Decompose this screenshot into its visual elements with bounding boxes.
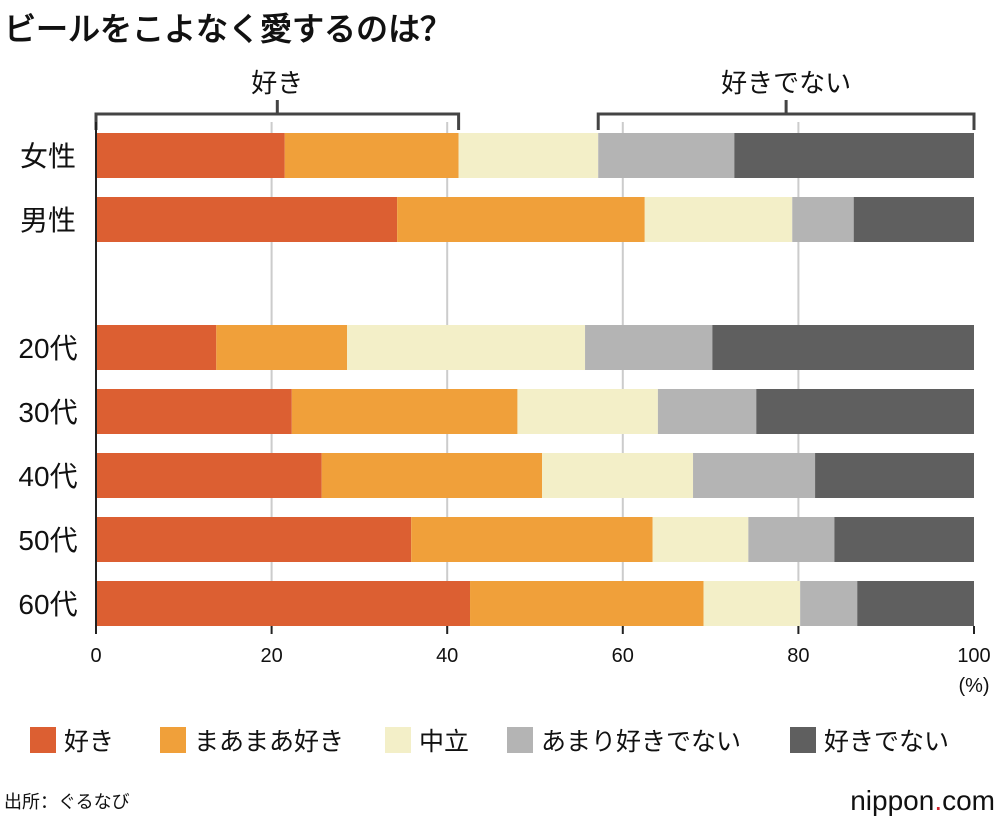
category-label: 20代: [18, 333, 77, 364]
bar-segment: [216, 325, 348, 370]
category-label: 男性: [20, 205, 76, 236]
x-tick-label: 20: [260, 645, 282, 667]
x-tick-label: 40: [436, 645, 458, 667]
bar-segment: [815, 453, 974, 498]
bar-segment: [792, 197, 854, 242]
bar-segment: [458, 133, 599, 178]
source: 出所：ぐるなび: [4, 792, 130, 812]
bar-segment: [853, 197, 974, 242]
bar-segment: [652, 517, 749, 562]
x-unit: (%): [958, 675, 989, 697]
bar-segment: [96, 389, 292, 434]
bar-segment: [96, 197, 398, 242]
svg-text:好き: 好き: [64, 728, 114, 756]
legend-item: 中立: [385, 727, 469, 756]
x-tick-label: 0: [90, 645, 101, 667]
category-label: 60代: [18, 589, 77, 620]
bar-segment: [857, 581, 974, 626]
category-label: 女性: [20, 141, 76, 172]
svg-text:好きでない: 好きでない: [824, 728, 949, 756]
legend-item: 好き: [30, 727, 114, 756]
legend-item: まあまあ好き: [160, 727, 344, 756]
chart-title: ビールをこよなく愛するのは？: [4, 11, 452, 47]
bar-segment: [657, 389, 757, 434]
bracket-like: 好き: [94, 68, 461, 130]
bar-segment: [644, 197, 793, 242]
bracket-dislike: 好きでない: [596, 68, 976, 130]
bar-segment: [517, 389, 658, 434]
x-tick-label: 100: [957, 645, 990, 667]
bar-segment: [96, 133, 285, 178]
bar-segment: [96, 453, 322, 498]
bar-segment: [712, 325, 974, 370]
svg-text:中立: 中立: [419, 728, 469, 756]
bar-segment: [96, 325, 217, 370]
bar-segment: [800, 581, 858, 626]
legend-item: あまり好きでない: [507, 727, 741, 756]
bar-segment: [542, 453, 694, 498]
bar-segment: [96, 581, 471, 626]
bar-segment: [598, 133, 735, 178]
bar-segment: [834, 517, 974, 562]
x-tick-label: 80: [787, 645, 809, 667]
bar-segment: [703, 581, 801, 626]
bar-segment: [291, 389, 518, 434]
category-label: 30代: [18, 397, 77, 428]
bar-segment: [756, 389, 974, 434]
bar-segment: [321, 453, 543, 498]
bar-segment: [585, 325, 713, 370]
bar-segment: [347, 325, 586, 370]
bar-segment: [693, 453, 816, 498]
x-tick-label: 60: [612, 645, 634, 667]
svg-text:好き: 好き: [251, 68, 303, 98]
bar-segment: [470, 581, 704, 626]
svg-text:あまり好きでない: あまり好きでない: [541, 728, 741, 756]
svg-text:好きでない: 好きでない: [721, 68, 851, 98]
bar-segment: [284, 133, 459, 178]
brand-logo: nippon.com: [850, 785, 995, 816]
svg-text:まあまあ好き: まあまあ好き: [194, 728, 344, 756]
bar-segment: [734, 133, 974, 178]
category-label: 40代: [18, 461, 77, 492]
bar-segment: [748, 517, 835, 562]
category-label: 50代: [18, 525, 77, 556]
bar-segment: [397, 197, 645, 242]
bar-segment: [96, 517, 412, 562]
legend-item: 好きでない: [790, 727, 949, 756]
bar-segment: [411, 517, 653, 562]
svg-text:nippon.com: nippon.com: [850, 785, 995, 816]
